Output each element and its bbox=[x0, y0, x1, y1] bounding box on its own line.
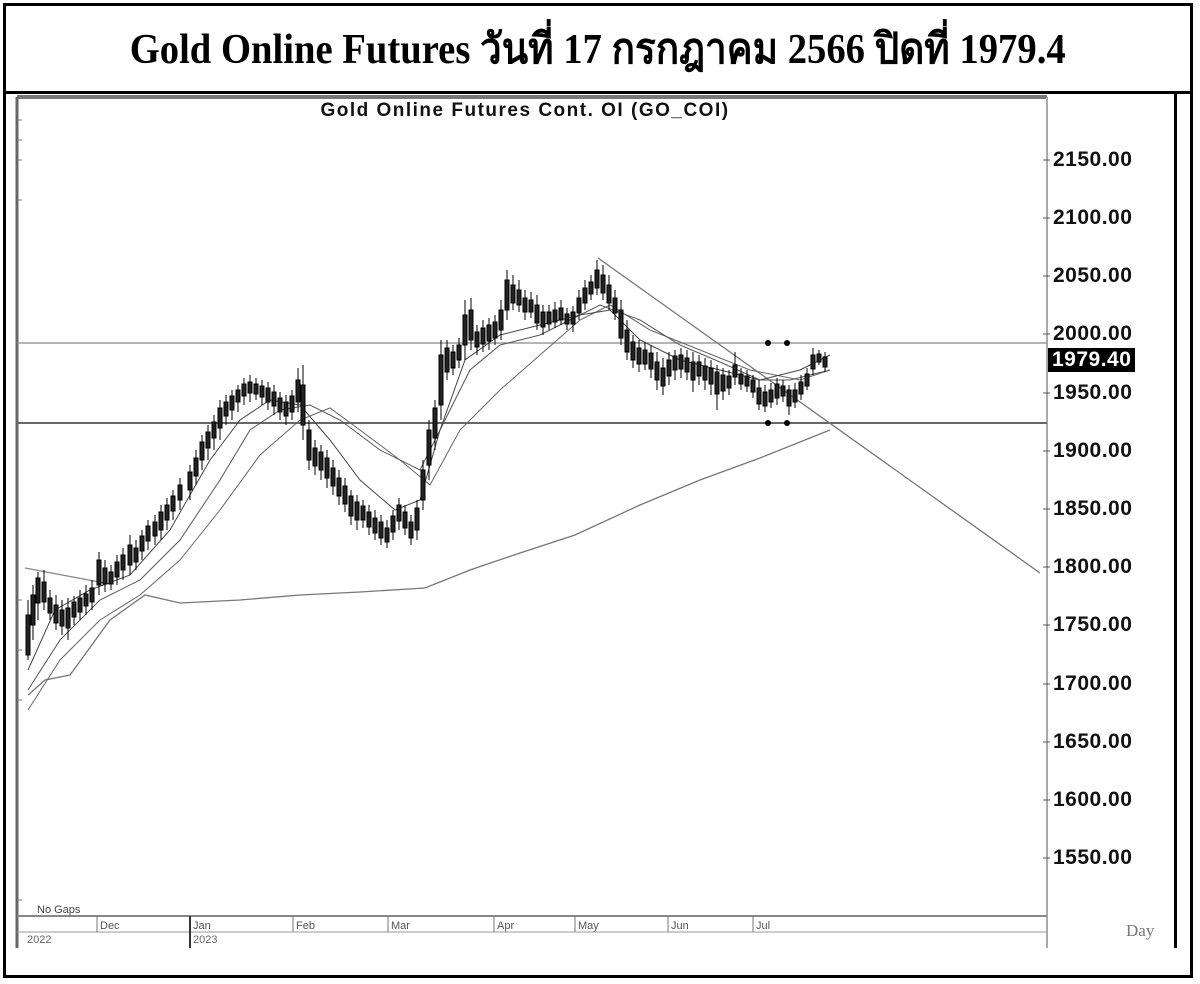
year-label: 2022 bbox=[27, 934, 52, 946]
page-title: Gold Online Futures วันที่ 17 กรกฎาคม 25… bbox=[130, 26, 1066, 73]
y-tick-label: 1750.00 bbox=[1053, 613, 1133, 636]
month-dividers bbox=[96, 916, 754, 948]
downtrend-line bbox=[597, 257, 1041, 574]
y-tick-label: 2100.00 bbox=[1053, 206, 1133, 229]
month-label: Feb bbox=[296, 920, 315, 932]
chart-image-frame: Gold Online Futures วันที่ 17 กรกฎาคม 25… bbox=[3, 3, 1193, 978]
long-term-moving-average bbox=[27, 429, 831, 696]
header-bar: Gold Online Futures วันที่ 17 กรกฎาคม 25… bbox=[6, 6, 1190, 94]
last-price-badge: 1979.40 bbox=[1048, 348, 1136, 372]
chart-frame bbox=[12, 92, 1177, 948]
price-axis-ticks bbox=[1043, 159, 1050, 859]
y-tick-label: 1600.00 bbox=[1053, 788, 1133, 811]
y-tick-label: 2000.00 bbox=[1053, 322, 1133, 345]
y-tick-label: 2050.00 bbox=[1053, 264, 1133, 287]
month-label: Jun bbox=[671, 920, 689, 932]
moving-average-short-2 bbox=[27, 309, 831, 671]
period-label: Day bbox=[1126, 921, 1155, 940]
month-label: May bbox=[578, 920, 599, 932]
y-tick-label: 2150.00 bbox=[1053, 148, 1133, 171]
y-tick-label: 1800.00 bbox=[1053, 555, 1133, 578]
month-label: Jul bbox=[756, 920, 771, 932]
month-label: Dec bbox=[100, 920, 120, 932]
month-label: Mar bbox=[391, 920, 410, 932]
moving-average-short-1 bbox=[27, 304, 831, 691]
y-tick-label: 1550.00 bbox=[1053, 846, 1133, 869]
y-tick-label: 1650.00 bbox=[1053, 730, 1133, 753]
chart-title: Gold Online Futures Cont. OI (GO_COI) bbox=[320, 100, 730, 121]
month-label: Jan bbox=[193, 920, 211, 932]
moving-average-medium bbox=[27, 304, 831, 711]
y-tick-label: 1850.00 bbox=[1053, 497, 1133, 520]
swing-markers bbox=[765, 340, 790, 426]
early-trend-line bbox=[24, 567, 111, 585]
y-tick-label: 1950.00 bbox=[1053, 381, 1133, 404]
year-label: 2023 bbox=[193, 934, 218, 946]
no-gaps-label: No Gaps bbox=[37, 904, 81, 916]
y-tick-label: 1700.00 bbox=[1053, 672, 1133, 695]
price-bars bbox=[25, 260, 828, 660]
y-tick-label: 1900.00 bbox=[1053, 439, 1133, 462]
left-axis-ticks bbox=[17, 119, 22, 901]
month-label: Apr bbox=[497, 920, 515, 932]
